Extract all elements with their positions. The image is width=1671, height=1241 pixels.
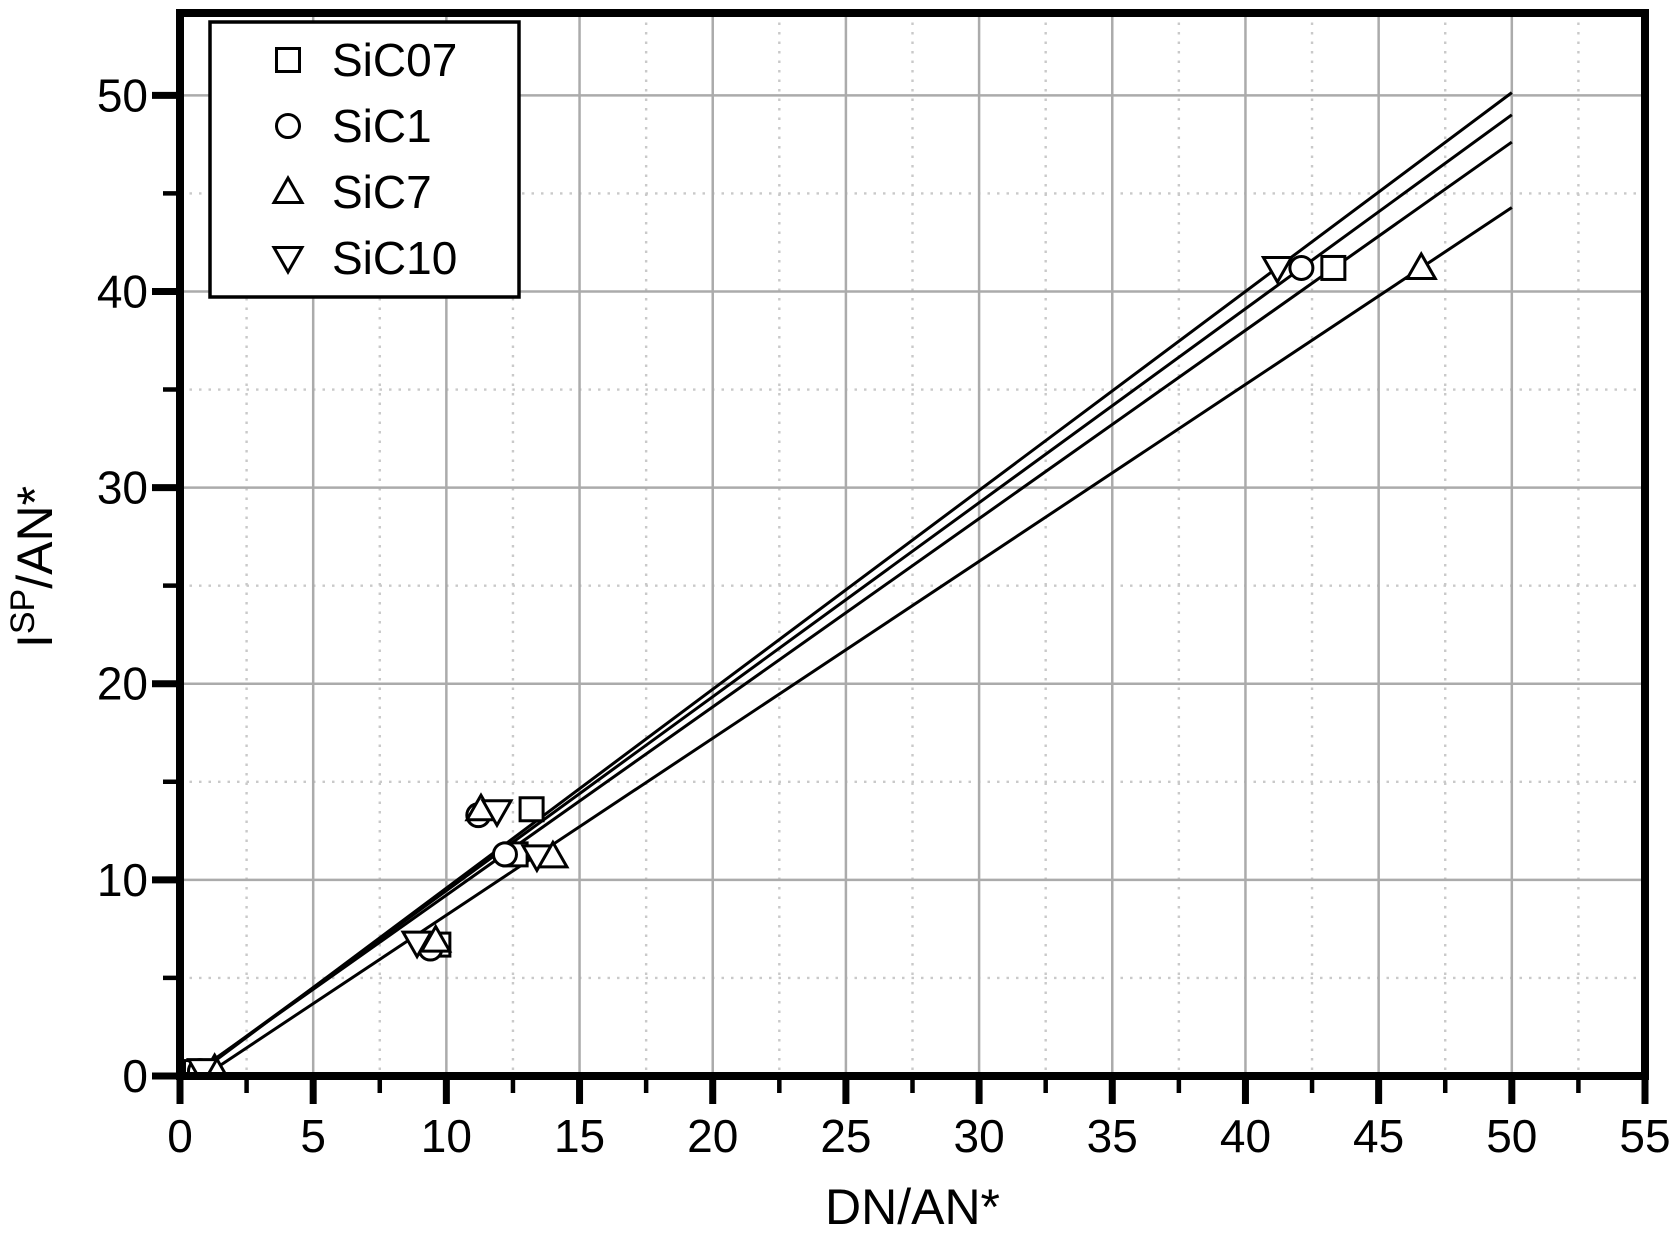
marker-square <box>518 796 545 823</box>
legend-box <box>208 20 521 299</box>
grid-minor <box>180 13 1645 1076</box>
x-tick-label: 5 <box>300 1110 326 1162</box>
y-tick-label: 10 <box>97 854 148 906</box>
marker-triangle-up <box>271 174 305 204</box>
x-tick-label: 0 <box>167 1110 193 1162</box>
x-tick-label: 50 <box>1486 1110 1537 1162</box>
marker-triangle-down <box>400 930 434 960</box>
y-tick-labels: 0 10 20 30 40 50 <box>97 69 148 1102</box>
marker-triangle-down <box>520 844 554 874</box>
marker-triangle-up <box>1404 250 1438 280</box>
y-tick-label: 0 <box>122 1050 148 1102</box>
y-tick-label: 30 <box>97 462 148 514</box>
legend-label: SiC10 <box>332 232 457 284</box>
x-tick-label: 15 <box>554 1110 605 1162</box>
legend-item-SiC1: SiC1 <box>275 100 432 152</box>
series-SiC10 <box>186 255 1295 1076</box>
x-tick-label: 40 <box>1220 1110 1271 1162</box>
marker-triangle-down <box>1260 255 1295 285</box>
grid-major <box>180 13 1645 1076</box>
marker-circle <box>491 841 518 868</box>
x-tick-label: 45 <box>1353 1110 1404 1162</box>
x-tick-label: 20 <box>687 1110 738 1162</box>
x-axis-title: DN/AN* <box>825 1179 1000 1235</box>
axis-ticks <box>152 91 1649 1104</box>
fit-line-SiC07 <box>191 140 1513 1076</box>
y-tick-label: 20 <box>97 658 148 710</box>
data-points <box>182 250 1438 1076</box>
marker-triangle-down <box>271 246 305 276</box>
marker-square <box>1320 254 1347 281</box>
marker-triangle-down <box>480 799 514 829</box>
legend-label: SiC1 <box>332 100 432 152</box>
x-tick-label: 10 <box>421 1110 472 1162</box>
y-tick-label: 50 <box>97 69 148 121</box>
fit-line-SiC7 <box>201 206 1513 1076</box>
legend-label: SiC7 <box>332 166 432 218</box>
x-tick-label: 30 <box>954 1110 1005 1162</box>
legend-item-SiC07: SiC07 <box>275 34 457 86</box>
y-axis-title: ISP/AN* <box>4 486 63 648</box>
x-tick-label: 35 <box>1087 1110 1138 1162</box>
x-tick-label: 25 <box>820 1110 871 1162</box>
legend: SiC07 SiC1 SiC7 SiC10 <box>208 20 521 299</box>
y-tick-label: 40 <box>97 265 148 317</box>
marker-circle <box>1288 254 1315 281</box>
legend-label: SiC07 <box>332 34 457 86</box>
marker-circle <box>275 113 301 139</box>
marker-square <box>275 47 301 73</box>
x-tick-label: 55 <box>1619 1110 1670 1162</box>
legend-item-SiC10: SiC10 <box>271 232 457 284</box>
legend-item-SiC7: SiC7 <box>271 166 432 218</box>
x-tick-labels: 0 5 10 15 20 25 30 35 40 45 50 55 <box>167 1110 1670 1162</box>
marker-triangle-down <box>186 1058 220 1076</box>
